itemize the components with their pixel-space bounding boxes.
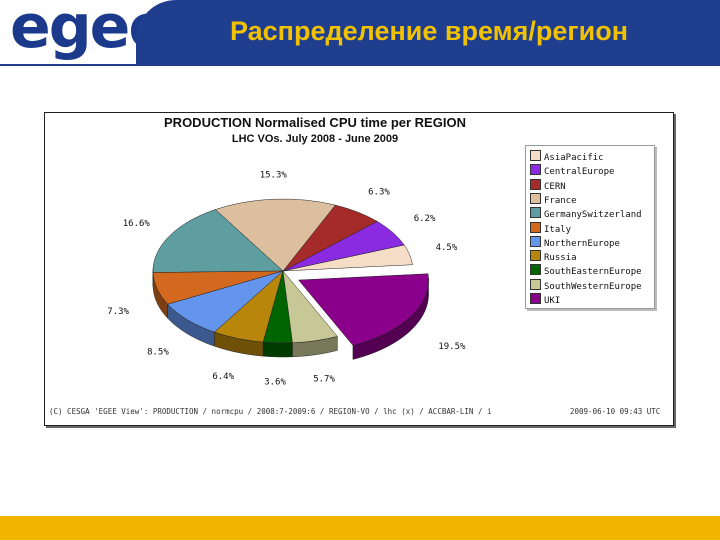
chart-title: PRODUCTION Normalised CPU time per REGIO…: [164, 115, 466, 130]
slice-label-italy: 7.3%: [107, 307, 129, 317]
legend-label: CERN: [544, 181, 566, 192]
legend-swatch: [530, 150, 541, 161]
legend-swatch: [530, 235, 541, 247]
footer-bar: [0, 516, 720, 540]
slice-label-central-europe: 6.2%: [414, 214, 436, 224]
slice-label-northern-europe: 8.5%: [147, 348, 169, 358]
legend-item-cern: CERN: [530, 178, 566, 192]
legend-label: CentralEurope: [544, 167, 615, 178]
legend-item-uki: UKI: [530, 293, 560, 306]
header-divider: [0, 64, 720, 66]
legend-swatch: [530, 250, 541, 262]
legend-label: AsiaPacific: [544, 153, 604, 163]
legend-label: Italy: [544, 224, 572, 235]
slice-label-russia: 6.4%: [212, 372, 234, 382]
chart-legend: AsiaPacific CentralEurope CERN France German…: [525, 145, 655, 309]
slide-header: egee Распределение время/регион: [0, 0, 720, 66]
pie-slice-germany-switzerland: [152, 209, 284, 273]
chart-subtitle: LHC VOs. July 2008 - June 2009: [231, 133, 399, 145]
legend-item-asia-pacific: AsiaPacific: [530, 150, 604, 163]
legend-item-italy: Italy: [530, 221, 572, 235]
legend-swatch: [530, 293, 541, 304]
legend-swatch: [530, 164, 541, 176]
slice-label-cern: 6.3%: [368, 187, 390, 197]
slice-label-asia-pacific: 4.5%: [436, 243, 458, 253]
legend-swatch: [530, 192, 541, 204]
legend-label: SouthEasternEurope: [544, 267, 642, 278]
pie-slice-south-western-europe: [282, 270, 338, 344]
slice-label-uki: 19.5%: [438, 342, 466, 352]
slide-title: Распределение время/регион: [230, 16, 629, 46]
pie-slice-france: [214, 198, 336, 272]
legend-item-south-eastern-europe: SouthEasternEurope: [530, 264, 642, 277]
legend-swatch: [530, 207, 541, 219]
legend-swatch: [530, 278, 541, 290]
chart-frame: PRODUCTION Normalised CPU time per REGIO…: [44, 112, 674, 426]
legend-label: UKI: [544, 296, 561, 306]
chart-timestamp: 2009-06-10 09:43 UTC: [570, 407, 661, 416]
slice-label-south-western-europe: 5.7%: [313, 375, 335, 385]
slice-label-south-eastern-europe: 3.6%: [264, 378, 286, 388]
legend-item-south-western-europe: SouthWesternEurope: [530, 278, 642, 292]
slice-label-germany-switzerland: 16.6%: [123, 219, 151, 229]
legend-item-northern-europe: NorthernEurope: [530, 235, 620, 249]
legend-swatch: [530, 178, 541, 190]
legend-label: NorthernEurope: [544, 238, 620, 249]
legend-swatch: [530, 264, 541, 276]
chart-footnote: (C) CESGA 'EGEE View': PRODUCTION / norm…: [49, 407, 492, 416]
slice-label-france: 15.3%: [260, 171, 288, 181]
legend-item-central-europe: CentralEurope: [530, 164, 614, 177]
legend-swatch: [530, 221, 541, 233]
pie-slice-side-south-eastern-europe: [262, 341, 293, 358]
legend-label: GermanySwitzerland: [544, 210, 642, 221]
legend-item-germany-switzerland: GermanySwitzerland: [530, 207, 642, 220]
pie-slice-uki: [298, 273, 429, 346]
legend-item-russia: Russia: [530, 250, 577, 263]
legend-label: Russia: [544, 253, 577, 264]
pie-chart: 4.5% 6.2% 6.3% 15.3% 16.6% 7.3% 8.5% 6.4% 3.6% 5.…: [107, 171, 466, 388]
legend-label: SouthWesternEurope: [544, 281, 642, 292]
legend-label: France: [544, 195, 577, 206]
legend-item-france: France: [530, 192, 577, 206]
title-band: [136, 0, 720, 66]
